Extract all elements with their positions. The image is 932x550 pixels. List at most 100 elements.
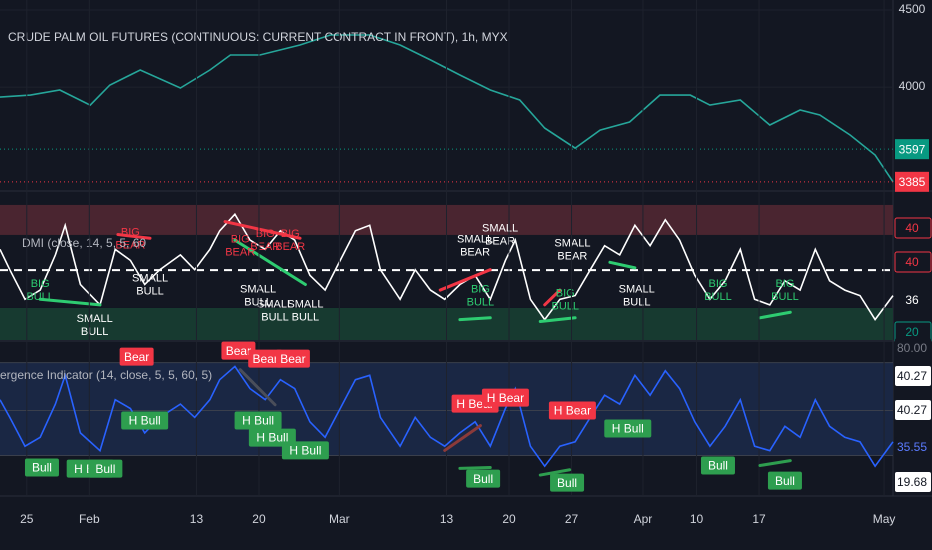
price-tag bbox=[895, 171, 929, 192]
signal-box-label: H Bear bbox=[554, 404, 591, 418]
x-tick-label: Mar bbox=[329, 512, 350, 526]
signal-box bbox=[281, 441, 329, 460]
signal-label-line: BEAR bbox=[115, 239, 145, 251]
signal-label-line: SMALL bbox=[554, 237, 590, 249]
signal-box bbox=[550, 473, 585, 492]
signal-label-line: BULL bbox=[704, 291, 732, 303]
signal-box bbox=[700, 456, 735, 475]
signal-box bbox=[248, 349, 283, 368]
signal-label-line: BIG bbox=[121, 226, 140, 238]
divergence-line bbox=[116, 233, 152, 240]
signal-label-line: BEAR bbox=[557, 250, 587, 262]
signal-label: BIG BEAR bbox=[250, 228, 280, 253]
divergence-line bbox=[758, 310, 792, 320]
series-line bbox=[0, 365, 894, 468]
signal-box bbox=[548, 401, 596, 420]
signal-label: BIG BULL bbox=[467, 284, 495, 309]
signal-label-line: BIG bbox=[31, 278, 50, 290]
signal-label-line: SMALL bbox=[482, 222, 518, 234]
signal-label-line: BULL bbox=[26, 291, 54, 303]
scale-tag-label: 36 bbox=[905, 293, 919, 307]
scale-tag-label: 20 bbox=[905, 325, 919, 339]
signal-label-line: BIG bbox=[708, 278, 727, 290]
signal-box-label: Bull bbox=[557, 476, 577, 490]
signal-box-label: Bull bbox=[473, 472, 493, 486]
signal-box-label: H Bull bbox=[242, 414, 274, 428]
signal-box bbox=[767, 471, 802, 490]
signal-box bbox=[234, 411, 282, 430]
signal-box-label: Bull bbox=[95, 462, 115, 476]
series-line bbox=[0, 212, 894, 322]
x-tick-label: 25 bbox=[20, 512, 34, 526]
signal-label: SMALL BULL bbox=[132, 272, 168, 297]
signal-label: SMALL BULL bbox=[287, 298, 323, 323]
signal-label-line: BEAR bbox=[225, 247, 255, 259]
divergence-line bbox=[758, 459, 792, 468]
signal-label-line: BULL bbox=[623, 297, 651, 309]
y-tick-label: 4500 bbox=[899, 2, 926, 16]
pane-title: ergence Indicator (14, close, 5, 5, 60, … bbox=[0, 368, 212, 382]
signal-label-line: BIG bbox=[281, 228, 300, 240]
signal-label-line: SMALL bbox=[457, 234, 493, 246]
divergence-line bbox=[458, 316, 492, 322]
scale-tag bbox=[894, 251, 932, 273]
x-tick-label: 13 bbox=[190, 512, 204, 526]
divergence-line bbox=[538, 468, 572, 477]
signal-box-label: Bull bbox=[708, 459, 728, 473]
signal-label-line: BULL bbox=[244, 297, 272, 309]
signal-label-line: SMALL bbox=[77, 313, 113, 325]
signal-box bbox=[275, 349, 310, 368]
scale-tag-label: 80.00 bbox=[897, 341, 927, 355]
scale-tag-label: 40 bbox=[905, 255, 919, 269]
signal-box bbox=[24, 458, 59, 477]
scale-tag-label: 40.27 bbox=[897, 369, 927, 383]
signal-box-label: Bear bbox=[280, 352, 305, 366]
signal-box bbox=[221, 341, 256, 360]
x-tick-label: 17 bbox=[752, 512, 766, 526]
scale-tag bbox=[895, 437, 931, 457]
signal-box-label: H Bear bbox=[487, 391, 524, 405]
scale-tag-label: 19.68 bbox=[897, 475, 927, 489]
x-tick-label: 20 bbox=[502, 512, 516, 526]
pane-title: CRUDE PALM OIL FUTURES (CONTINUOUS: CURR… bbox=[8, 30, 508, 44]
signal-label-line: BIG bbox=[775, 278, 794, 290]
signal-label-line: SMALL bbox=[132, 272, 168, 284]
divergence-line bbox=[538, 316, 577, 323]
signal-label-line: BULL bbox=[292, 311, 320, 323]
y-tick-label: 4000 bbox=[899, 79, 926, 93]
series-line bbox=[0, 34, 894, 183]
signal-label-line: BIG bbox=[471, 284, 490, 296]
signal-box-label: Bear bbox=[124, 350, 149, 364]
divergence-line bbox=[543, 288, 562, 307]
divergence-line bbox=[438, 268, 492, 292]
signal-box-label: H Bull bbox=[289, 444, 321, 458]
divergence-line bbox=[443, 424, 482, 452]
signal-label-line: BULL bbox=[771, 291, 799, 303]
scale-tag bbox=[895, 400, 931, 420]
signal-label: SMALL BEAR bbox=[457, 234, 493, 259]
signal-label-line: BIG bbox=[556, 287, 575, 299]
divergence-line bbox=[458, 466, 492, 470]
signal-box bbox=[119, 347, 154, 366]
signal-label: BIG BEAR bbox=[225, 234, 255, 259]
signal-label-line: BEAR bbox=[460, 247, 490, 259]
signal-label-line: BEAR bbox=[250, 241, 280, 253]
signal-label-line: BULL bbox=[261, 311, 289, 323]
signal-label-line: SMALL bbox=[240, 284, 276, 296]
scale-tag bbox=[895, 338, 931, 358]
pane-title: DMI (close, 14, 5, 5, 60 bbox=[22, 236, 146, 250]
signal-box bbox=[466, 469, 501, 488]
signal-label: BIG BEAR bbox=[115, 226, 145, 251]
price-tag-label: 3385 bbox=[899, 175, 926, 189]
divergence-line bbox=[608, 260, 637, 270]
signal-label-line: BULL bbox=[81, 326, 109, 338]
signal-box-label: Bull bbox=[775, 474, 795, 488]
signal-label: SMALL BULL bbox=[77, 313, 113, 338]
signal-box-label: H Bull bbox=[129, 414, 161, 428]
signal-box-label: Bear bbox=[253, 352, 278, 366]
scale-tag-label: 35.55 bbox=[897, 440, 927, 454]
signal-box-label: Bull bbox=[32, 461, 52, 475]
signal-label: BIG BEAR bbox=[275, 228, 305, 253]
signal-label: SMALL BULL bbox=[619, 284, 655, 309]
